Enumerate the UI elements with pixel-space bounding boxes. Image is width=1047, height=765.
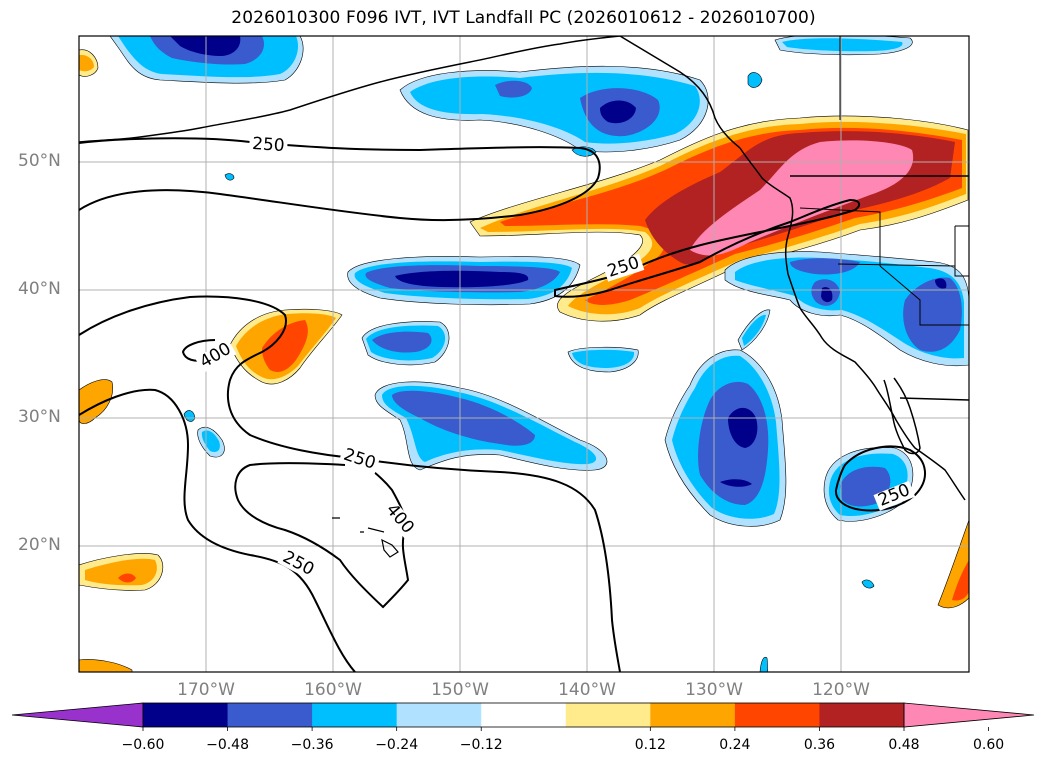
hawaii-islands xyxy=(332,517,399,558)
california-blue-navy xyxy=(821,287,833,303)
colorbar-bin xyxy=(481,703,567,727)
colorbar-tick-label: −0.36 xyxy=(290,737,334,753)
mid-pacific-blue-1-navy xyxy=(395,270,529,288)
lon-label-120w: 120°W xyxy=(812,680,870,700)
state-border-3 xyxy=(879,265,969,326)
colorbar-bin xyxy=(565,703,651,727)
mid-pacific-blue-2-blue xyxy=(372,331,432,353)
alaska-gulf-coast xyxy=(619,36,741,149)
colorbar-bin xyxy=(396,703,482,727)
colorbar-bin xyxy=(143,703,229,727)
north-america-west-coast xyxy=(739,147,966,501)
ivt-contour-south-250 xyxy=(354,457,621,672)
colorbar-bin xyxy=(650,703,736,727)
colorbar-extend-low xyxy=(11,702,144,728)
colorbar-tick-label: −0.48 xyxy=(206,737,249,753)
colorbar-tick-label: 0.60 xyxy=(972,737,1005,753)
ivt-contour-central-400 xyxy=(79,295,356,459)
map-frame xyxy=(78,35,970,673)
ivt-contour-central-250 xyxy=(79,388,356,672)
lat-label-50n: 50°N xyxy=(18,151,61,171)
small-blue-9 xyxy=(861,579,875,589)
east-pacific-blue-1-navy-b xyxy=(720,479,752,487)
colorbar-extend-high xyxy=(903,702,1035,728)
map-panel xyxy=(79,36,969,672)
colorbar-bin xyxy=(819,703,905,727)
lat-label-30n: 30°N xyxy=(18,407,61,427)
california-blue-blue-c xyxy=(903,277,962,352)
baja-peninsula xyxy=(883,377,921,455)
north-pacific-blue-2-blue-b xyxy=(495,80,532,98)
california-blue-cyan xyxy=(735,257,964,359)
state-border-1 xyxy=(799,207,881,266)
coastlines xyxy=(79,36,969,558)
north-pacific-blue-1-navy xyxy=(170,36,241,56)
colorbar-bin xyxy=(734,703,820,727)
west-edge-warm-2-orange xyxy=(85,558,157,586)
lon-label-170w: 170°W xyxy=(177,680,235,700)
atmospheric-river-pink xyxy=(690,140,914,256)
se-corner-warm-red xyxy=(952,560,969,601)
colorbar-tick-label: −0.24 xyxy=(375,737,419,753)
small-blue-10 xyxy=(224,173,235,181)
idaho-border xyxy=(954,225,969,277)
small-blue-6-cyan xyxy=(742,314,766,346)
lat-label-40n: 40°N xyxy=(18,279,61,299)
north-pacific-blue-2-navy xyxy=(600,100,636,124)
colorbar xyxy=(11,702,1035,731)
colorbar-tick-label: 0.36 xyxy=(803,737,836,753)
us-mexico-border xyxy=(899,397,969,401)
colorbar-tick-label: −0.12 xyxy=(459,737,503,753)
lon-label-130w: 130°W xyxy=(685,680,743,700)
colorbar-tick-label: 0.48 xyxy=(888,737,920,753)
lon-label-140w: 140°W xyxy=(558,680,616,700)
mid-pacific-blue-3-cyan xyxy=(572,349,635,368)
plot-title: 2026010300 F096 IVT, IVT Landfall PC (20… xyxy=(231,8,816,28)
north-blue-3-cyan xyxy=(782,38,903,52)
colorbar-frame xyxy=(142,702,905,728)
colorbar-tick-label: 0.24 xyxy=(719,737,751,753)
west-edge-warm-2-red xyxy=(118,573,136,583)
small-blue-4 xyxy=(747,72,763,88)
lon-label-160w: 160°W xyxy=(304,680,362,700)
colorbar-bin xyxy=(312,703,398,727)
graticule xyxy=(79,36,969,672)
small-blue-11 xyxy=(759,656,769,672)
west-edge-warm-1 xyxy=(79,379,113,424)
lon-label-150w: 150°W xyxy=(431,680,489,700)
nw-corner-warm-orange xyxy=(79,54,94,72)
state-border-2 xyxy=(837,263,956,267)
california-blue-blue-a xyxy=(790,258,860,275)
alaska-aleutians-coast xyxy=(79,36,621,143)
negative-pc-regions xyxy=(109,36,969,672)
colorbar-tick-label: −0.60 xyxy=(121,737,165,753)
colorbar-bin xyxy=(227,703,313,727)
positive-pc-regions xyxy=(79,49,969,672)
colorbar-tick-label: 0.12 xyxy=(634,737,666,753)
central-pacific-warm-red xyxy=(262,320,308,372)
lat-label-20n: 20°N xyxy=(18,535,61,555)
california-blue-navy-b xyxy=(935,278,947,289)
